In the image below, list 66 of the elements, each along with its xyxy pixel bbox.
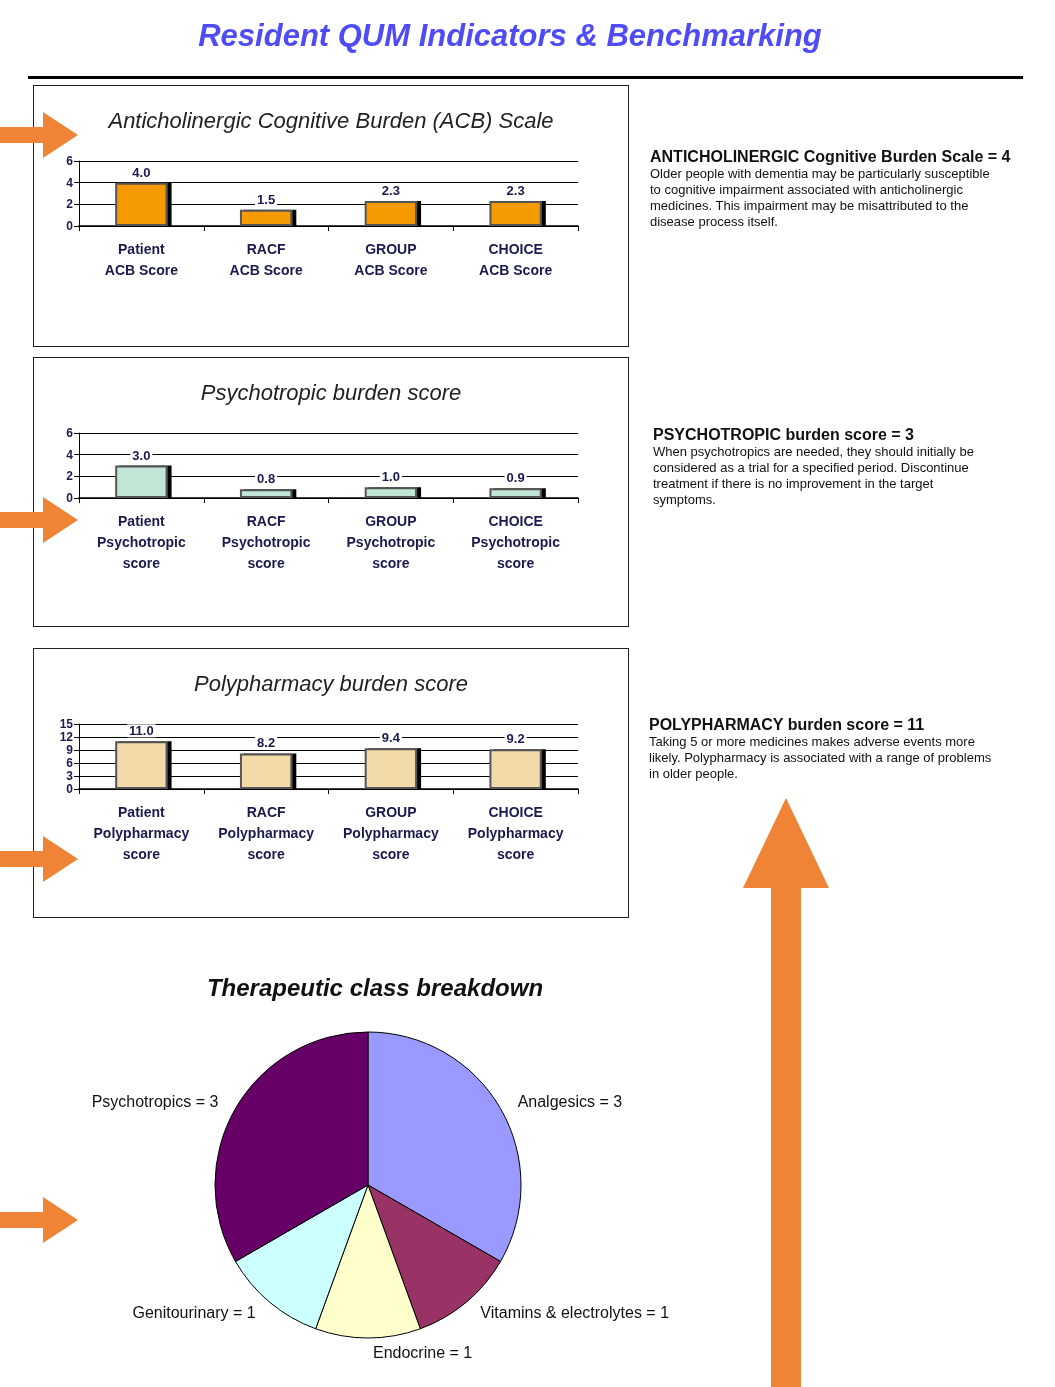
x-tick-label: RACF Psychotropic score	[221, 512, 311, 571]
chart-title: Anticholinergic Cognitive Burden (ACB) Scale	[106, 107, 554, 133]
data-label: 1.5	[257, 191, 276, 207]
x-tick-label: RACF ACB Score	[229, 240, 303, 278]
y-tick-label: 2	[66, 469, 74, 484]
chart-title: Psychotropic burden score	[200, 379, 462, 405]
chart-title: Polypharmacy burden score	[194, 670, 468, 696]
bar	[364, 201, 418, 226]
bar	[115, 182, 168, 226]
data-label: 8.2	[257, 735, 276, 751]
text: PSYCHOTROPIC burden score = 3	[653, 426, 915, 444]
slice-label: Vitamins & electrolytes = 1	[480, 1304, 670, 1322]
x-tick-label: CHOICE Psychotropic score	[471, 512, 561, 571]
y-tick-label: 6	[66, 426, 74, 440]
data-label: 11.0	[129, 723, 154, 739]
y-tick-label: 4	[66, 175, 74, 190]
data-label: 0.8	[257, 471, 276, 487]
y-tick-label: 6	[66, 756, 74, 770]
text: POLYPHARMACY burden score = 11	[649, 716, 926, 734]
x-tick-label: Patient Polypharmacy score	[93, 803, 190, 862]
bar	[239, 209, 293, 226]
data-label: 2.3	[381, 183, 400, 199]
text: When psychotropics are needed, they should initially be considered as a trial for a specified period. Discontinue treatment if there is no improvement in the target symptoms.	[653, 444, 975, 508]
x-tick-label: Patient ACB Score	[104, 240, 179, 278]
y-tick-label: 0	[66, 491, 74, 505]
bar	[364, 487, 418, 498]
y-tick-label: 3	[66, 769, 74, 783]
data-label: 3.0	[132, 447, 151, 463]
bar	[489, 749, 542, 789]
bar	[115, 465, 168, 498]
y-tick-label: 0	[66, 219, 74, 233]
bar	[489, 488, 542, 498]
x-tick-label: GROUP Psychotropic score	[346, 512, 436, 571]
data-label: 2.3	[506, 183, 525, 199]
y-tick-label: 12	[59, 730, 74, 744]
x-tick-label: Patient Psychotropic score	[97, 512, 186, 571]
x-tick-label: CHOICE ACB Score	[479, 240, 553, 278]
y-tick-label: 4	[66, 447, 74, 462]
y-tick-label: 15	[59, 717, 74, 731]
slice-label: Endocrine = 1	[373, 1343, 473, 1361]
x-tick-label: GROUP ACB Score	[354, 240, 428, 278]
y-tick-label: 0	[66, 782, 74, 796]
x-tick-label: CHOICE Polypharmacy score	[467, 803, 564, 862]
text: Resident QUM Indicators & Benchmarking	[197, 18, 823, 54]
data-label: 9.2	[506, 731, 525, 747]
text: Older people with dementia may be particularly susceptible to cognitive impairment associated with anticholinergic medicines. This impairment may be misattributed to the disease process itself.	[650, 166, 991, 230]
data-label: 9.4	[381, 730, 401, 746]
slice-label: Analgesics = 3	[517, 1093, 623, 1110]
bar	[239, 489, 293, 498]
bar	[239, 753, 293, 789]
data-label: 4.0	[132, 164, 151, 180]
text: ANTICHOLINERGIC Cognitive Burden Scale = 4	[650, 148, 1012, 166]
bar	[489, 201, 542, 226]
x-tick-label: GROUP Polypharmacy score	[343, 803, 439, 862]
bar	[115, 741, 168, 789]
y-tick-label: 2	[66, 197, 74, 212]
x-tick-label: RACF Polypharmacy score	[218, 803, 315, 862]
data-label: 1.0	[381, 469, 400, 485]
slice-label: Genitourinary = 1	[132, 1304, 256, 1322]
y-tick-label: 6	[66, 154, 74, 168]
chart-title: Therapeutic class breakdown	[206, 973, 544, 1001]
y-tick-label: 9	[66, 743, 74, 757]
text: Taking 5 or more medicines makes adverse events more likely. Polypharmacy is associated with a range of problems in older people.	[649, 734, 993, 782]
data-label: 0.9	[506, 470, 525, 486]
slice-label: Psychotropics = 3	[91, 1093, 219, 1110]
bar	[364, 748, 418, 789]
